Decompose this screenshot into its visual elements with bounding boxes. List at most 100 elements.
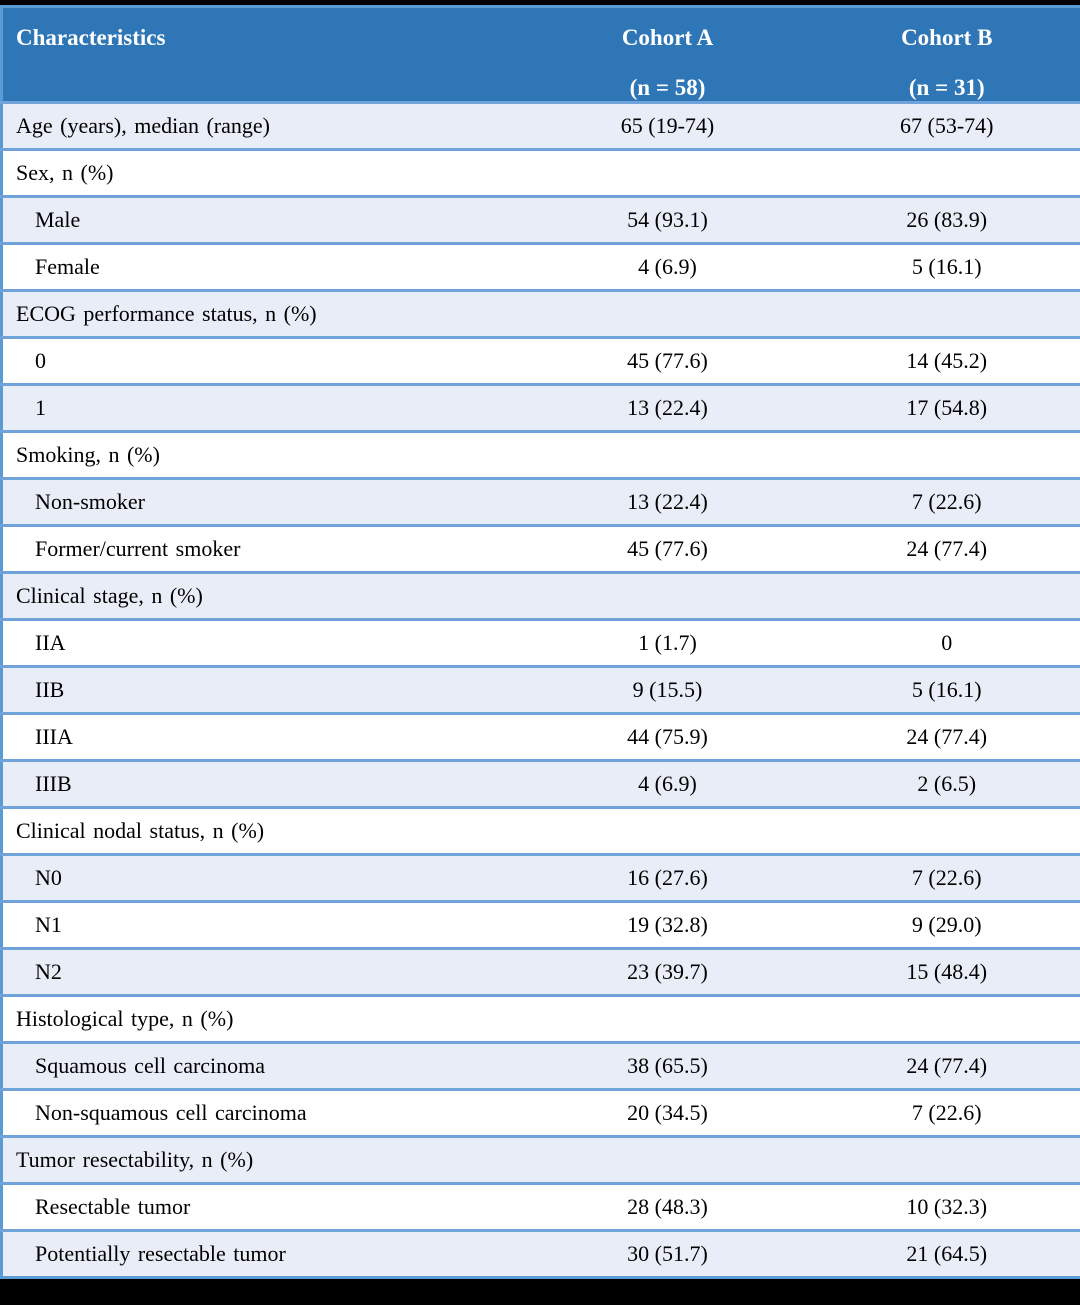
cohort-b-value: 5 (16.1) [911, 254, 982, 279]
row-label: Clinical nodal status, n (%) [16, 818, 265, 843]
cohort-b-value: 10 (32.3) [906, 1194, 988, 1219]
data-row: Male 54 (93.1) 26 (83.9) [1, 196, 1080, 244]
cohort-a-value: 54 (93.1) [627, 207, 708, 232]
cohort-a-value [522, 432, 814, 479]
cohort-a-value: 19 (32.8) [627, 912, 708, 937]
data-row: Non-smoker 13 (22.4) 7 (22.6) [1, 478, 1080, 526]
cohort-b-value: 7 (22.6) [911, 1100, 982, 1125]
row-label: Non-smoker [35, 489, 145, 514]
category-row: ECOG performance status, n (%) [1, 290, 1080, 338]
row-label: ECOG performance status, n (%) [16, 301, 317, 326]
column-header-cohort-b: Cohort B (n = 31) [814, 7, 1080, 103]
row-label: Male [35, 207, 81, 232]
cohort-a-value [522, 150, 814, 197]
row-label: Sex, n (%) [16, 160, 114, 185]
data-row: Female 4 (6.9) 5 (16.1) [1, 243, 1080, 291]
cohort-a-value: 1 (1.7) [638, 630, 697, 655]
row-label: 1 [35, 395, 46, 420]
data-row: Age (years), median (range) 65 (19-74) 67 … [1, 102, 1080, 150]
cohort-b-value [814, 432, 1080, 479]
column-header-cohort-a: Cohort A (n = 58) [522, 7, 814, 103]
category-row: Histological type, n (%) [1, 995, 1080, 1043]
data-row: IIA 1 (1.7) 0 [1, 619, 1080, 667]
category-row: Clinical stage, n (%) [1, 572, 1080, 620]
cohort-b-value: 21 (64.5) [906, 1241, 988, 1266]
cohort-a-value: 13 (22.4) [627, 395, 708, 420]
row-label: IIIB [35, 771, 72, 796]
row-label: Clinical stage, n (%) [16, 583, 203, 608]
cohort-a-value: 16 (27.6) [627, 865, 708, 890]
cohort-b-value: 67 (53-74) [900, 113, 994, 138]
column-header-label: Cohort A [621, 25, 714, 50]
data-row: N2 23 (39.7) 15 (48.4) [1, 948, 1080, 996]
data-row: Squamous cell carcinoma 38 (65.5) 24 (77.4… [1, 1042, 1080, 1090]
category-row: Smoking, n (%) [1, 431, 1080, 479]
cohort-a-value: 23 (39.7) [627, 959, 708, 984]
data-row: IIB 9 (15.5) 5 (16.1) [1, 666, 1080, 714]
category-row: Sex, n (%) [1, 149, 1080, 197]
row-label: IIA [35, 630, 66, 655]
cohort-b-value [814, 808, 1080, 855]
data-row: 1 13 (22.4) 17 (54.8) [1, 384, 1080, 432]
cohort-b-value [814, 291, 1080, 338]
row-label: N0 [35, 865, 62, 890]
row-label: Histological type, n (%) [16, 1006, 234, 1031]
row-label: Female [35, 254, 100, 279]
cohort-b-value [814, 573, 1080, 620]
cohort-b-value: 5 (16.1) [911, 677, 982, 702]
row-label: IIIA [35, 724, 73, 749]
cohort-a-value: 65 (19-74) [620, 113, 715, 138]
cohort-b-value: 2 (6.5) [917, 771, 977, 796]
row-label: Tumor resectability, n (%) [16, 1147, 254, 1172]
row-label: Smoking, n (%) [16, 442, 160, 467]
cohort-a-value: 4 (6.9) [638, 254, 697, 279]
column-header-label: Characteristics [16, 25, 166, 50]
cohort-b-value: 9 (29.0) [911, 912, 982, 937]
table-header-row: Characteristics Cohort A (n = 58) Cohort… [1, 6, 1080, 103]
cohort-a-value: 20 (34.5) [627, 1100, 708, 1125]
cohort-a-value: 45 (77.6) [627, 536, 708, 561]
cohort-b-value: 15 (48.4) [906, 959, 988, 984]
column-header-characteristics: Characteristics [2, 7, 522, 103]
data-row: IIIA 44 (75.9) 24 (77.4) [1, 713, 1080, 761]
category-row: Tumor resectability, n (%) [1, 1136, 1080, 1184]
cohort-a-value [522, 996, 814, 1043]
row-label: 0 [35, 348, 46, 373]
data-row: N1 19 (32.8) 9 (29.0) [1, 901, 1080, 949]
data-row: Non-squamous cell carcinoma 20 (34.5) 7 (2… [1, 1089, 1080, 1137]
cohort-b-value [814, 1137, 1080, 1184]
data-row: Resectable tumor 28 (48.3) 10 (32.3) [1, 1183, 1080, 1231]
column-header-sublabel: (n = 58) [629, 75, 706, 100]
data-row: N0 16 (27.6) 7 (22.6) [1, 854, 1080, 902]
row-label: Age (years), median (range) [16, 113, 270, 138]
table-body: Age (years), median (range) 65 (19-74) 67 … [1, 102, 1080, 1278]
row-label: N1 [35, 912, 62, 937]
cohort-b-value: 7 (22.6) [911, 489, 982, 514]
cohort-b-value: 26 (83.9) [906, 207, 988, 232]
cohort-a-value [522, 291, 814, 338]
baseline-characteristics-table: Characteristics Cohort A (n = 58) Cohort… [0, 5, 1080, 1279]
row-label: Non-squamous cell carcinoma [35, 1100, 307, 1125]
cohort-b-value: 24 (77.4) [906, 536, 988, 561]
cohort-b-value [814, 150, 1080, 197]
cohort-b-value: 14 (45.2) [906, 348, 988, 373]
row-label: Former/current smoker [35, 536, 241, 561]
row-label: IIB [35, 677, 65, 702]
cohort-a-value: 38 (65.5) [627, 1053, 708, 1078]
cohort-a-value [522, 573, 814, 620]
cohort-a-value: 13 (22.4) [627, 489, 708, 514]
cohort-b-value [814, 996, 1080, 1043]
row-label: Potentially resectable tumor [35, 1241, 286, 1266]
data-row: IIIB 4 (6.9) 2 (6.5) [1, 760, 1080, 808]
cohort-b-value: 24 (77.4) [906, 1053, 988, 1078]
row-label: Resectable tumor [35, 1194, 191, 1219]
data-row: Former/current smoker 45 (77.6) 24 (77.4) [1, 525, 1080, 573]
cohort-a-value [522, 808, 814, 855]
cohort-b-value: 0 [941, 630, 953, 655]
cohort-a-value: 44 (75.9) [627, 724, 708, 749]
cohort-a-value [522, 1137, 814, 1184]
category-row: Clinical nodal status, n (%) [1, 807, 1080, 855]
cohort-a-value: 4 (6.9) [638, 771, 697, 796]
cohort-a-value: 30 (51.7) [627, 1241, 708, 1266]
